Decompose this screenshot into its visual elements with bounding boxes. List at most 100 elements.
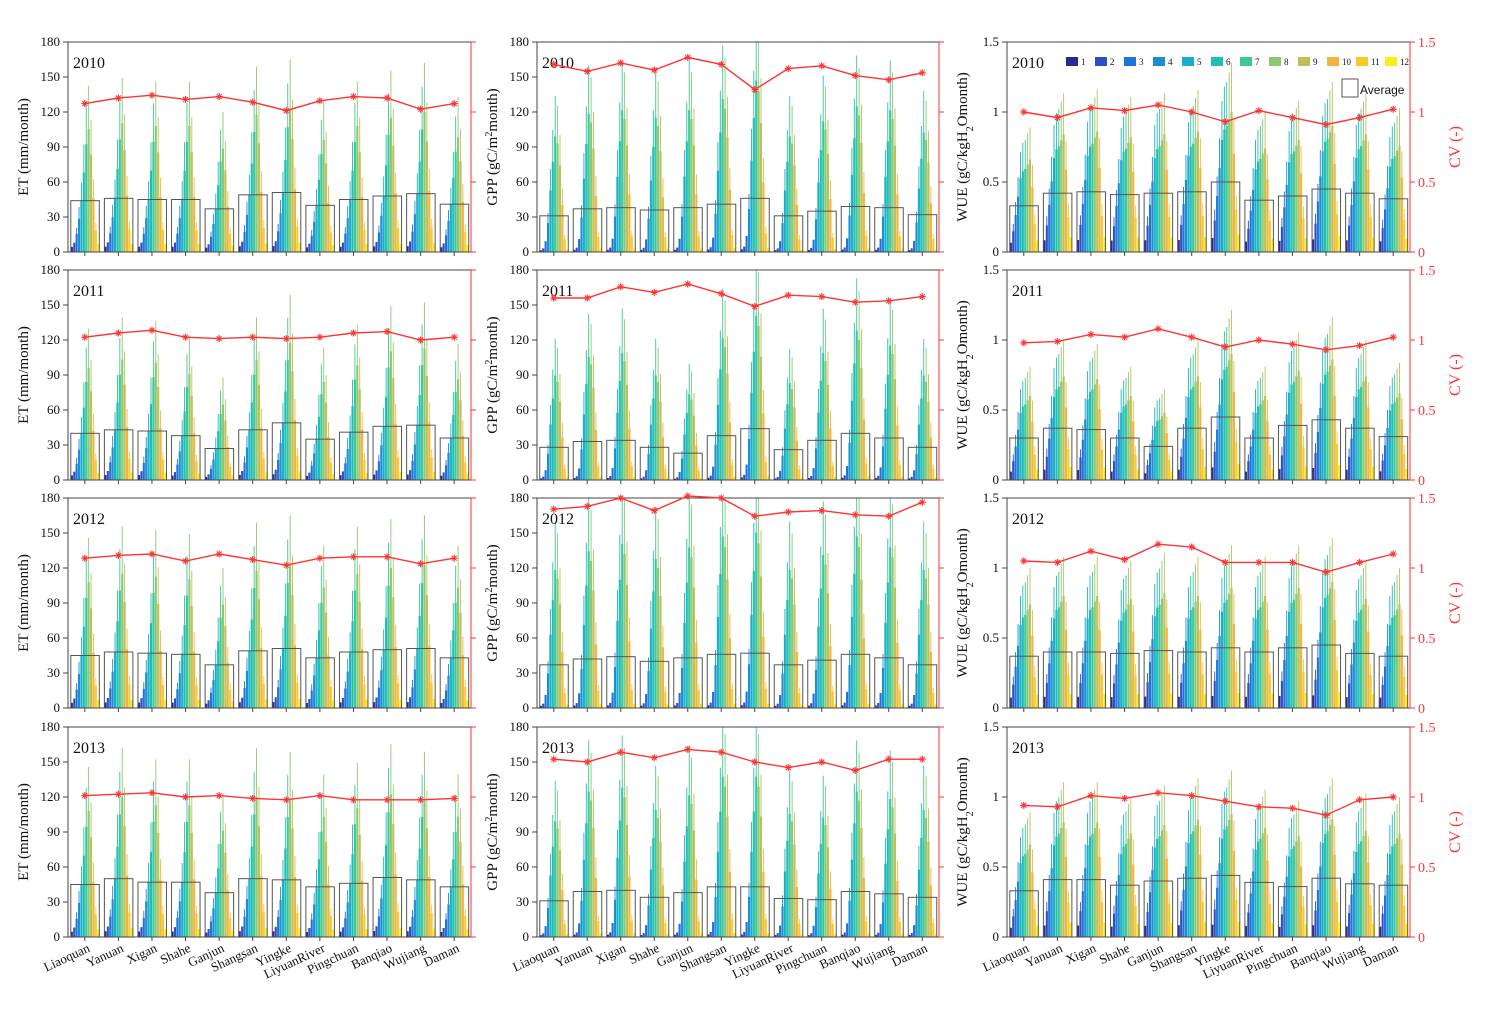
bar-month-10-Yingke [762, 182, 765, 252]
bar-month-1-Shangsan [707, 705, 710, 708]
plot-frame [67, 726, 472, 938]
bar-month-6-Shahe [183, 411, 186, 480]
bar-month-7-LiyuanRiver [1259, 158, 1262, 252]
bar-month-9-Yanuan [592, 148, 595, 252]
bar-month-7-Shangsan [721, 776, 724, 937]
bar-month-3-Yingke [1216, 887, 1219, 937]
bar-month-12-Wujiang [901, 703, 904, 708]
y-axis-title: GPP (gC/m2month) [484, 88, 502, 205]
bar-month-8-Liaoquan [556, 578, 559, 708]
bar-month-10-Daman [461, 655, 464, 708]
bar-month-11-Ganjun [1168, 216, 1171, 252]
y-tick-label: 30 [47, 437, 60, 452]
bar-month-2-Banqiao [843, 475, 846, 480]
bar-month-12-Xigan [1103, 922, 1106, 937]
monthly-bars [70, 294, 469, 480]
bar-month-6-Shahe [652, 147, 655, 252]
y-tick-label: 0 [993, 700, 1000, 715]
bar-month-12-Yanuan [599, 704, 602, 708]
bar-month-9-Xigan [625, 825, 629, 937]
bar-month-9-LiyuanRiver [325, 402, 328, 480]
y-axis-title: WUE (gC/kgH2Omonth) [955, 528, 976, 678]
bar-month-11-Shangsan [1201, 901, 1204, 937]
cv-axis-title: CV (-) [1447, 811, 1464, 853]
bar-month-8-Shangsan [1194, 381, 1197, 480]
cv-tick-label: 0.5 [1418, 861, 1436, 876]
bar-month-10-Liaoquan [1031, 635, 1034, 708]
bar-month-9-Pingchuan [358, 389, 361, 480]
bar-month-6-Banqiao [1324, 834, 1327, 937]
bar-month-3-Ganjun [1148, 662, 1152, 708]
bar-month-8-Pingchuan [824, 361, 827, 480]
bar-month-2-Liaoquan [1012, 916, 1015, 937]
bar-month-2-Yanuan [106, 242, 109, 252]
bar-month-11-Yingke [1235, 210, 1238, 252]
bar-month-2-Shangsan [241, 926, 244, 937]
bar-month-8-Ganjun [221, 148, 225, 252]
bar-month-7-Liaoquan [85, 382, 88, 480]
bar-month-6-Wujiang [1357, 149, 1360, 252]
bar-month-5-Pingchuan [349, 883, 352, 937]
monthly-bars [539, 727, 937, 937]
bar-month-5-Shangsan [716, 404, 719, 480]
bar-month-12-Wujiang [901, 476, 904, 480]
bar-month-4-LiyuanRiver [781, 223, 784, 252]
bar-month-5-Yingke [281, 422, 284, 480]
bar-month-1-Liaoquan [539, 705, 542, 708]
y-tick-label: 1 [993, 560, 1000, 575]
bar-month-10-Yanuan [1064, 856, 1068, 937]
bar-month-9-Banqiao [860, 368, 863, 480]
bar-month-9-Banqiao [860, 579, 863, 708]
cv-marker-Shahe [651, 507, 658, 514]
bar-month-12-Liaoquan [1036, 240, 1039, 252]
cv-marker-Yingke [1222, 118, 1229, 125]
bar-month-3-Wujiang [1350, 664, 1353, 708]
y-tick-label: 30 [47, 209, 60, 224]
bar-month-7-Wujiang [889, 345, 892, 480]
bar-month-1-Wujiang [406, 474, 409, 480]
bar-month-1-Banqiao [1312, 467, 1315, 480]
cv-marker-Liaoquan [81, 100, 88, 107]
cv-marker-LiyuanRiver [785, 292, 792, 299]
y-tick-label: 90 [47, 595, 60, 610]
bar-month-3-Shahe [645, 925, 648, 937]
bar-month-11-Xigan [161, 913, 165, 937]
bar-month-3-Shahe [176, 917, 179, 937]
bar-month-9-Yanuan [123, 150, 126, 252]
bar-month-7-Liaoquan [85, 826, 88, 937]
bar-month-10-LiyuanRiver [327, 437, 330, 480]
bar-month-3-Pingchuan [1283, 436, 1286, 480]
bar-month-9-Yingke [291, 828, 294, 937]
bar-month-11-Ganjun [697, 690, 700, 708]
cv-marker-Daman [1390, 106, 1397, 113]
bar-month-8-Pingchuan [1295, 593, 1298, 708]
bar-month-5-Pingchuan [1288, 856, 1291, 937]
bar-month-8-Wujiang [423, 565, 426, 708]
bar-month-3-Ganjun [1148, 453, 1152, 480]
bar-month-2-Banqiao [1314, 910, 1317, 937]
bar-month-4-Xigan [613, 448, 617, 480]
bar-month-8-LiyuanRiver [1261, 601, 1264, 708]
bar-month-9-Shahe [659, 401, 662, 480]
bar-month-11-Wujiang [1369, 448, 1372, 480]
y-tick-label: 150 [41, 525, 61, 540]
bar-month-2-Yanuan [1045, 456, 1048, 480]
bar-month-12-Banqiao [1338, 692, 1341, 708]
bar-month-12-Yingke [1237, 921, 1240, 937]
year-label: 2010 [1012, 55, 1044, 72]
bar-month-3-Yanuan [578, 239, 581, 252]
bar-month-4-Shahe [647, 670, 650, 708]
cv-line [84, 329, 455, 341]
bar-month-8-Shahe [188, 126, 191, 252]
bar-month-7-Xigan [152, 141, 155, 252]
bar-month-10-Banqiao [1333, 619, 1336, 708]
bar-month-8-Banqiao [1328, 588, 1331, 708]
bar-month-3-Daman [1384, 209, 1387, 252]
bar-month-3-LiyuanRiver [310, 235, 313, 252]
bar-month-2-Xigan [140, 927, 143, 937]
bar-month-3-Shahe [176, 689, 179, 708]
bar-month-12-Daman [934, 249, 937, 252]
bar-month-11-LiyuanRiver [329, 462, 332, 480]
bar-month-8-Banqiao [1328, 825, 1331, 937]
bar-month-4-Xigan [1084, 179, 1087, 252]
